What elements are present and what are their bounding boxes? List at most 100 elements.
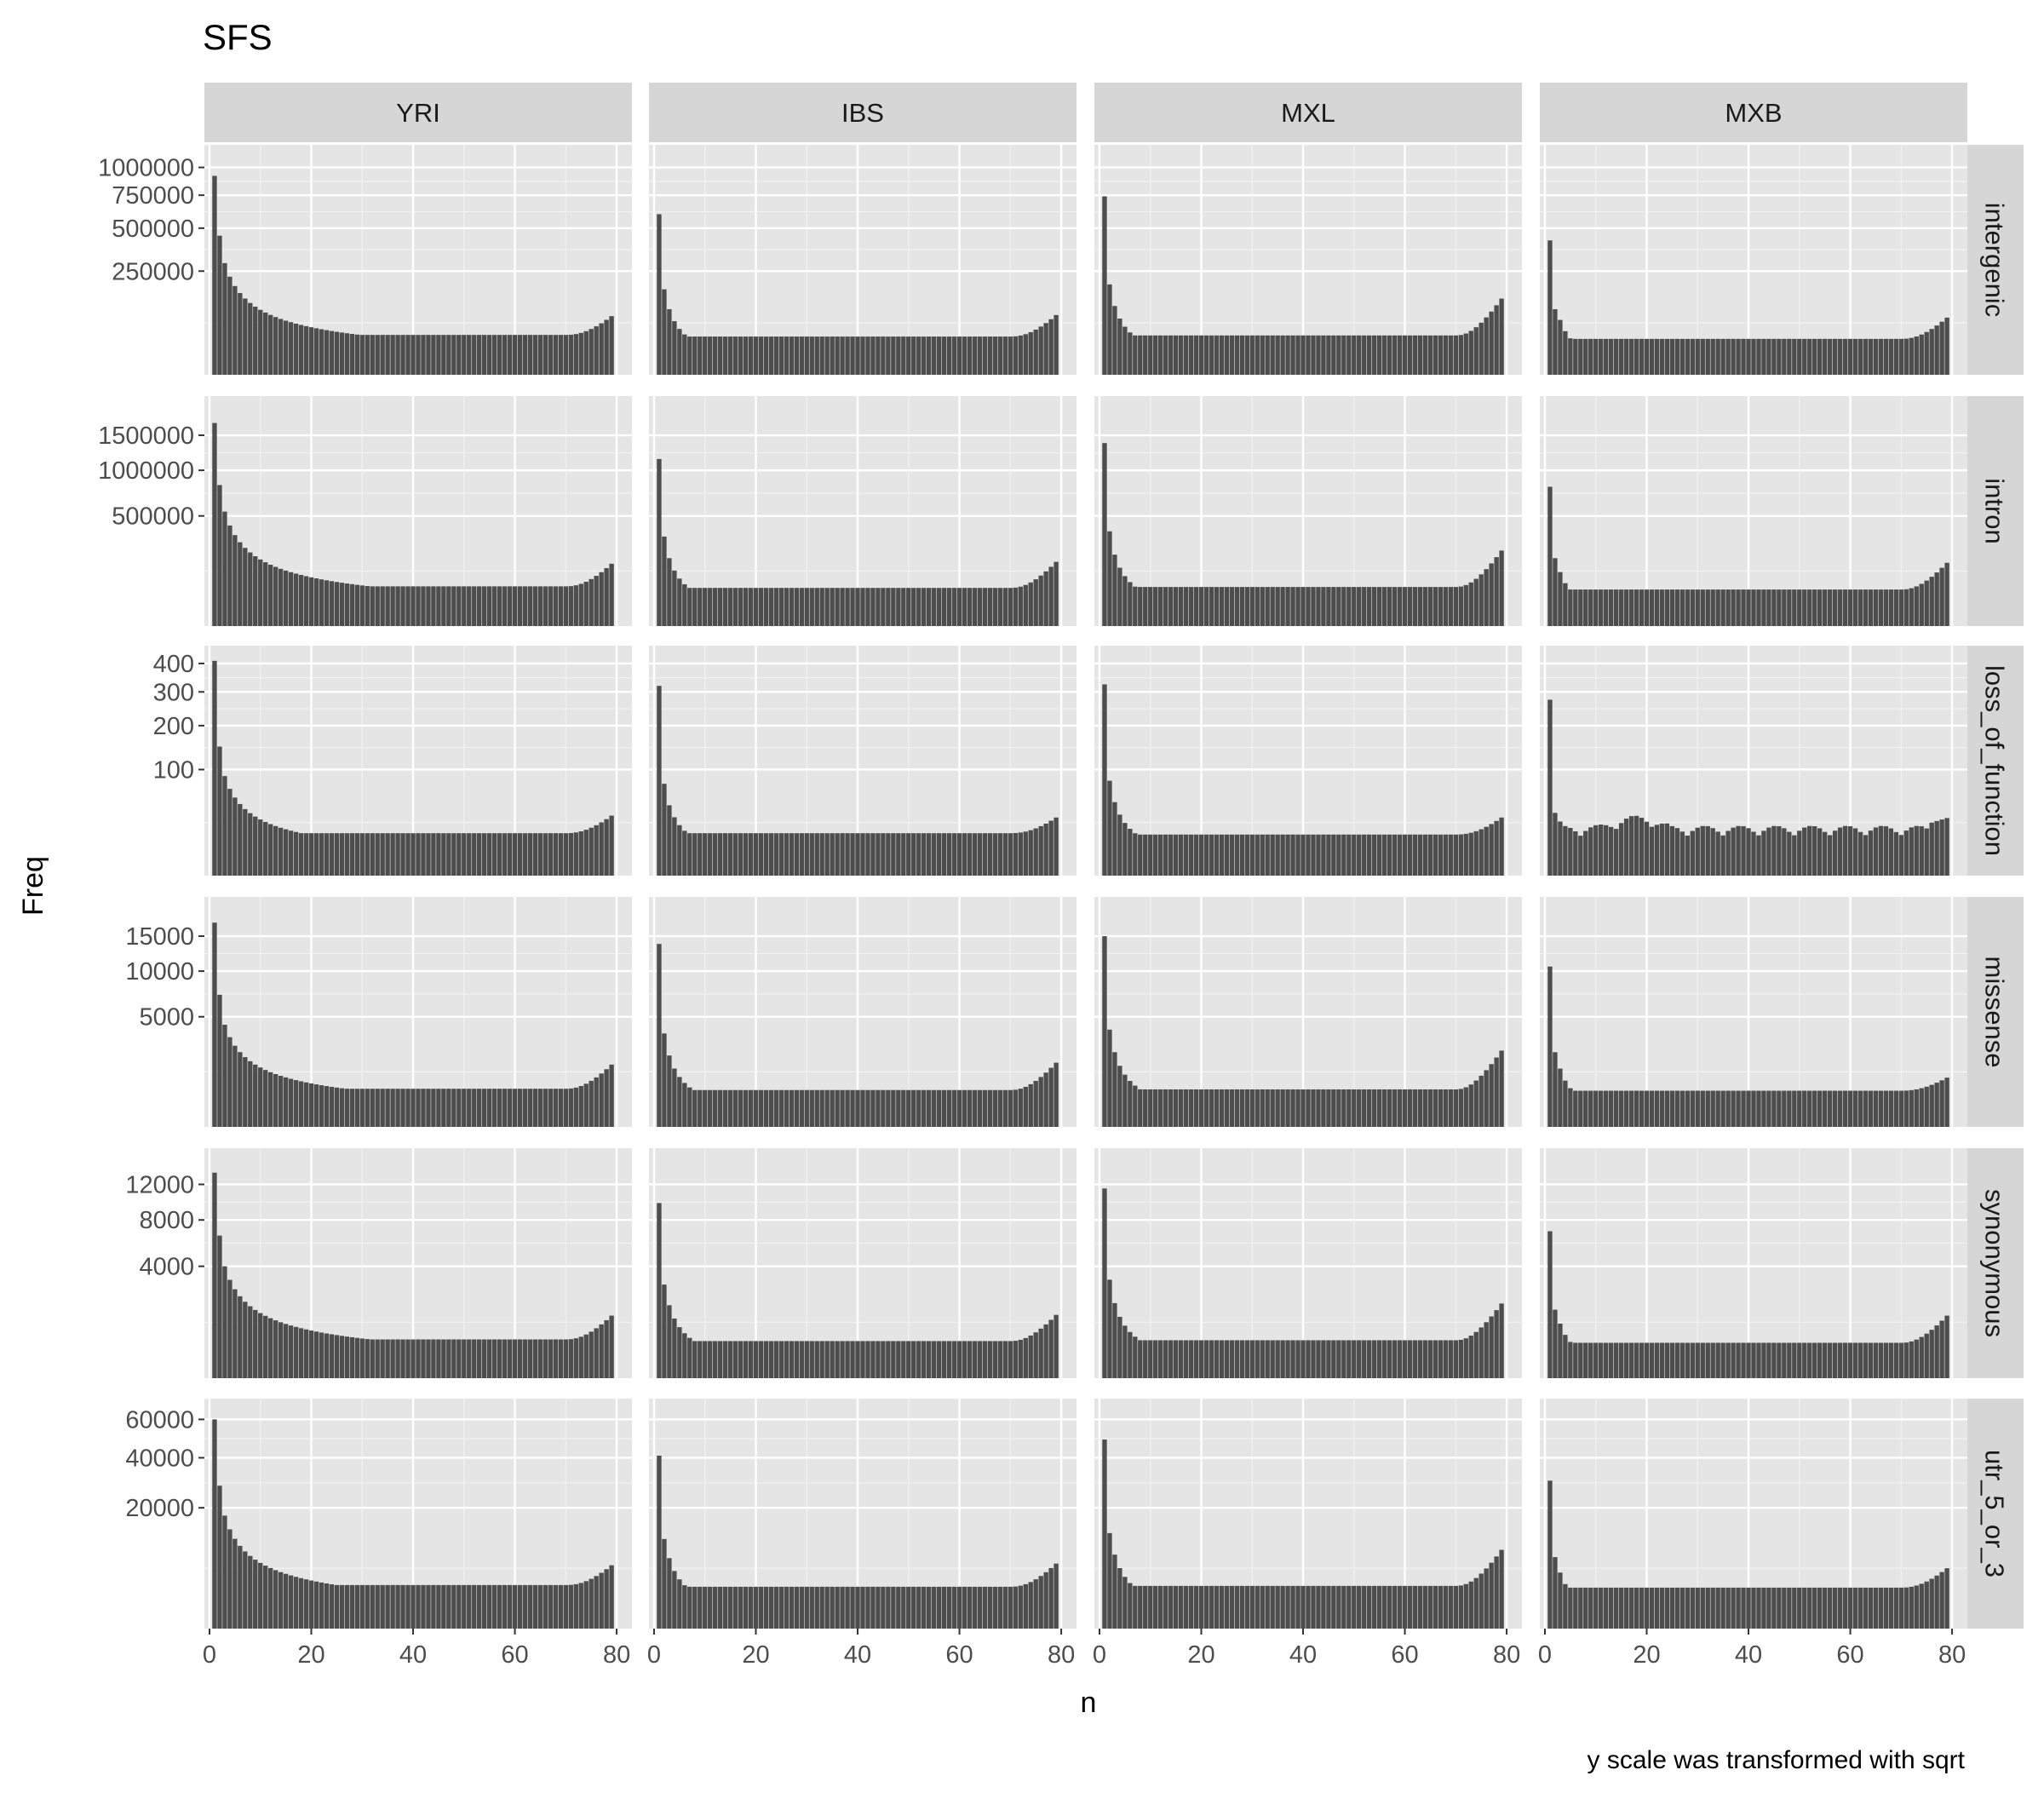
bar xyxy=(339,1336,345,1378)
bar xyxy=(748,336,754,375)
bar xyxy=(896,1089,901,1127)
bar xyxy=(1888,1090,1894,1127)
bar xyxy=(1659,823,1665,876)
bar xyxy=(819,336,824,375)
bar xyxy=(390,1584,395,1629)
bar xyxy=(609,1565,614,1629)
bar xyxy=(1553,558,1558,626)
bar xyxy=(1822,1090,1828,1127)
bar xyxy=(400,1584,405,1629)
bar xyxy=(370,1339,375,1378)
bar xyxy=(972,1341,978,1378)
bar xyxy=(667,1055,672,1127)
bar xyxy=(773,1341,779,1378)
bar xyxy=(835,336,840,375)
bar xyxy=(380,335,385,375)
bar xyxy=(395,1339,400,1378)
bar xyxy=(692,1089,698,1127)
bar xyxy=(1499,1303,1504,1378)
bar xyxy=(319,1085,324,1127)
bar xyxy=(243,808,248,876)
bar xyxy=(1837,1342,1843,1378)
bar xyxy=(743,588,749,626)
bar xyxy=(1270,335,1275,375)
bar xyxy=(1412,834,1418,876)
bar xyxy=(589,1331,594,1378)
bar xyxy=(687,1586,692,1629)
bar xyxy=(370,1584,375,1629)
bar xyxy=(1433,587,1438,626)
bar xyxy=(1198,1340,1204,1378)
bar xyxy=(794,833,799,876)
bar xyxy=(400,1089,405,1127)
bar xyxy=(1679,831,1685,876)
bar xyxy=(395,335,400,375)
bar xyxy=(1285,1585,1290,1629)
bar xyxy=(753,1089,759,1127)
bar xyxy=(283,570,289,626)
bar xyxy=(537,586,543,626)
bar xyxy=(446,335,451,375)
bar xyxy=(698,588,703,626)
row-strip-label: missense xyxy=(1980,957,2010,1068)
bar xyxy=(1547,699,1553,876)
bar xyxy=(431,1089,436,1127)
bar xyxy=(421,335,426,375)
bar xyxy=(1260,834,1265,876)
bar xyxy=(1229,1089,1235,1127)
bar xyxy=(1468,582,1473,626)
bar xyxy=(1593,1090,1599,1127)
bar xyxy=(1863,1090,1869,1127)
bar xyxy=(1623,1587,1629,1629)
bar xyxy=(359,833,365,876)
bar xyxy=(1644,589,1650,626)
bar xyxy=(1048,566,1054,626)
bar xyxy=(380,1584,385,1629)
bar xyxy=(972,1089,978,1127)
bar xyxy=(1578,338,1583,375)
bar xyxy=(1376,1585,1382,1629)
x-tick-label: 40 xyxy=(1735,1641,1762,1669)
bar xyxy=(491,586,497,626)
bar xyxy=(263,312,268,375)
bar xyxy=(809,1341,814,1378)
bar xyxy=(1285,1340,1290,1378)
bar xyxy=(491,1339,497,1378)
bar xyxy=(992,1089,998,1127)
bar xyxy=(1847,338,1853,375)
bar xyxy=(1604,1090,1609,1127)
bar xyxy=(1128,1331,1133,1378)
bar xyxy=(1613,1090,1619,1127)
bar xyxy=(850,833,855,876)
bar xyxy=(1043,1324,1048,1378)
bar xyxy=(1929,1084,1934,1127)
bar xyxy=(1112,306,1117,375)
bar xyxy=(507,833,513,876)
bar xyxy=(1852,1342,1858,1378)
bar xyxy=(768,336,774,375)
bar xyxy=(1198,1585,1204,1629)
bar xyxy=(692,1341,698,1378)
bar xyxy=(578,583,583,626)
bar xyxy=(1599,825,1604,876)
bar xyxy=(609,815,614,876)
bar xyxy=(599,1572,604,1629)
bar xyxy=(1573,1342,1578,1378)
bar xyxy=(951,1089,957,1127)
bar xyxy=(482,586,487,626)
bar xyxy=(1260,335,1265,375)
bar xyxy=(293,1326,299,1378)
bar xyxy=(1362,335,1367,375)
bar xyxy=(553,586,559,626)
bar xyxy=(1944,1315,1949,1378)
bar xyxy=(768,833,774,876)
bar xyxy=(1909,1341,1914,1378)
bar xyxy=(1438,587,1444,626)
bar xyxy=(334,833,340,876)
bar xyxy=(1397,587,1403,626)
bar xyxy=(354,334,359,375)
bar xyxy=(441,586,446,626)
bar xyxy=(1832,830,1838,876)
bar xyxy=(906,833,911,876)
bar xyxy=(1628,816,1634,876)
